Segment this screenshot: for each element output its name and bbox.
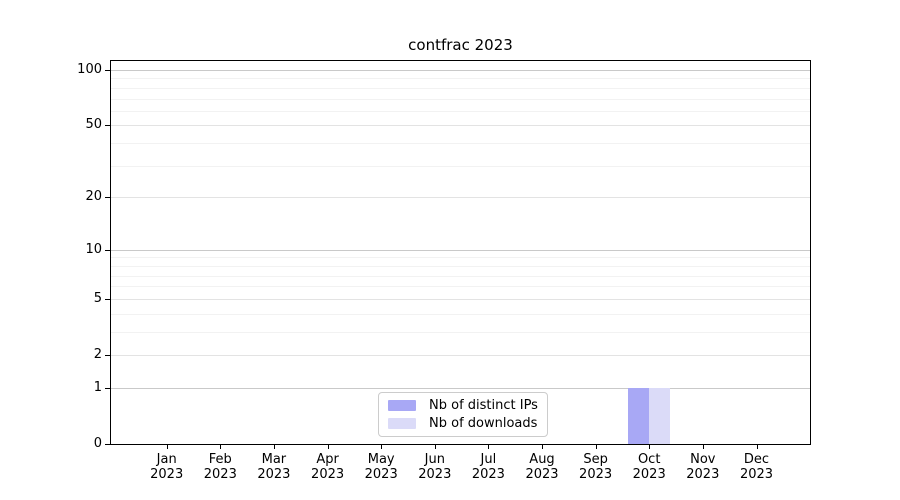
minor-gridline [111, 331, 810, 333]
plot-area: 0 1 2 5 10 20 50 100 Jan 2023 Feb 2023 Mar 2023 Apr 202… [77, 60, 811, 482]
minor-gridline [111, 265, 810, 267]
x-tick-label: Mar 2023 [234, 452, 314, 482]
month-label: Jul [480, 452, 497, 467]
minor-gridline [111, 313, 810, 315]
month-label: Apr [316, 452, 339, 467]
x-tick-label: Jul 2023 [448, 452, 528, 482]
x-tick-label: May 2023 [341, 452, 421, 482]
x-tick-mark [327, 445, 329, 449]
major-gridline [111, 298, 810, 300]
year-label: 2023 [311, 467, 345, 482]
x-tick-mark [756, 445, 758, 449]
month-label: Feb [208, 452, 232, 467]
legend-swatch [388, 400, 416, 411]
minor-gridline [111, 87, 810, 89]
y-tick-mark [105, 125, 110, 127]
y-tick-label: 10 [85, 241, 102, 257]
legend-swatch [388, 418, 416, 429]
x-tick-label: Jun 2023 [395, 452, 475, 482]
minor-gridline [111, 143, 810, 145]
bar-nb-of-distinct-ips [628, 387, 650, 444]
x-tick-label: Nov 2023 [663, 452, 743, 482]
y-tick-label: 20 [85, 189, 102, 205]
x-tick-mark [273, 445, 275, 449]
y-tick-mark [105, 298, 110, 300]
major-gridline [111, 70, 810, 71]
major-gridline [111, 387, 810, 389]
year-label: 2023 [418, 467, 452, 482]
y-tick-mark [105, 197, 110, 199]
month-label: May [367, 452, 395, 467]
chart-title: contfrac 2023 [408, 36, 513, 54]
x-tick-mark [220, 445, 222, 449]
year-label: 2023 [739, 467, 774, 482]
major-gridline [111, 249, 810, 251]
month-label: Sep [583, 452, 608, 467]
month-label: Dec [743, 452, 770, 467]
x-tick-mark [542, 445, 543, 449]
x-tick-mark [381, 445, 383, 449]
minor-gridline [111, 110, 810, 112]
y-tick-label: 0 [93, 436, 102, 451]
month-label: Jan [156, 452, 177, 467]
major-gridline [111, 125, 810, 127]
x-tick-label: Dec 2023 [717, 452, 797, 482]
x-tick-mark [166, 445, 168, 449]
x-tick-mark [434, 445, 436, 449]
year-label: 2023 [257, 467, 291, 482]
y-tick-label: 1 [93, 379, 102, 395]
month-label: Aug [529, 452, 555, 467]
minor-gridline [111, 78, 810, 80]
year-label: 2023 [150, 467, 184, 482]
y-tick-label: 5 [93, 290, 102, 306]
y-tick-label: 100 [77, 62, 102, 77]
year-label: 2023 [525, 467, 559, 482]
y-tick-mark [105, 70, 110, 71]
minor-gridline [111, 98, 810, 100]
y-tick-mark [105, 444, 110, 445]
y-tick-label: 2 [93, 347, 102, 362]
y-tick-label: 50 [85, 117, 102, 133]
legend: Nb of distinct IPs Nb of downloads [378, 392, 548, 437]
x-tick-mark [595, 445, 597, 449]
x-tick-mark [488, 445, 490, 449]
legend-label: Nb of distinct IPs [429, 398, 538, 413]
year-label: 2023 [203, 467, 237, 482]
x-tick-label: Jan 2023 [127, 452, 207, 482]
year-label: 2023 [686, 467, 720, 482]
x-tick-label: Sep 2023 [556, 452, 636, 482]
year-label: 2023 [632, 467, 666, 482]
major-gridline [111, 197, 810, 199]
month-label: Mar [261, 452, 287, 467]
y-tick-mark [105, 355, 110, 356]
minor-gridline [111, 165, 810, 167]
bar-nb-of-downloads [649, 387, 671, 444]
legend-item: Nb of downloads [388, 416, 538, 431]
x-tick-label: Apr 2023 [288, 452, 368, 482]
x-tick-label: Feb 2023 [180, 452, 260, 482]
y-tick-mark [105, 387, 110, 389]
x-tick-mark [649, 445, 651, 449]
legend-item: Nb of distinct IPs [388, 398, 538, 413]
year-label: 2023 [471, 467, 505, 482]
month-label: Jun [424, 452, 445, 467]
minor-gridline [111, 275, 810, 277]
month-label: Oct [637, 452, 661, 467]
year-label: 2023 [364, 467, 398, 482]
minor-gridline [111, 257, 810, 259]
month-label: Nov [690, 452, 716, 467]
x-tick-label: Aug 2023 [502, 452, 582, 482]
x-tick-mark [702, 445, 704, 449]
year-label: 2023 [579, 467, 613, 482]
minor-gridline [111, 286, 810, 288]
y-tick-mark [105, 249, 110, 251]
x-tick-label: Oct 2023 [609, 452, 689, 482]
legend-label: Nb of downloads [429, 416, 538, 431]
major-gridline [111, 355, 810, 356]
